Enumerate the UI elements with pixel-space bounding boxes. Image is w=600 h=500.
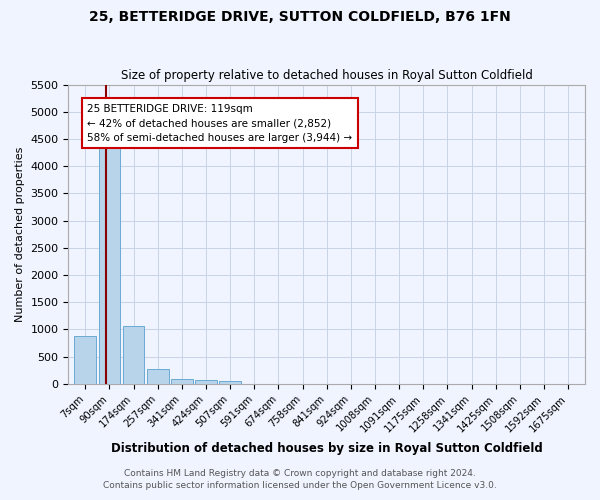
Bar <box>74 336 96 384</box>
Text: 25, BETTERIDGE DRIVE, SUTTON COLDFIELD, B76 1FN: 25, BETTERIDGE DRIVE, SUTTON COLDFIELD, … <box>89 10 511 24</box>
Y-axis label: Number of detached properties: Number of detached properties <box>15 146 25 322</box>
X-axis label: Distribution of detached houses by size in Royal Sutton Coldfield: Distribution of detached houses by size … <box>111 442 542 455</box>
Bar <box>98 136 121 384</box>
Text: 25 BETTERIDGE DRIVE: 119sqm
← 42% of detached houses are smaller (2,852)
58% of : 25 BETTERIDGE DRIVE: 119sqm ← 42% of det… <box>87 104 352 143</box>
Bar <box>195 380 217 384</box>
Bar <box>171 379 193 384</box>
Bar <box>219 381 241 384</box>
Text: Contains HM Land Registry data © Crown copyright and database right 2024.
Contai: Contains HM Land Registry data © Crown c… <box>103 468 497 490</box>
Bar <box>147 369 169 384</box>
Bar <box>123 326 145 384</box>
Title: Size of property relative to detached houses in Royal Sutton Coldfield: Size of property relative to detached ho… <box>121 69 533 82</box>
